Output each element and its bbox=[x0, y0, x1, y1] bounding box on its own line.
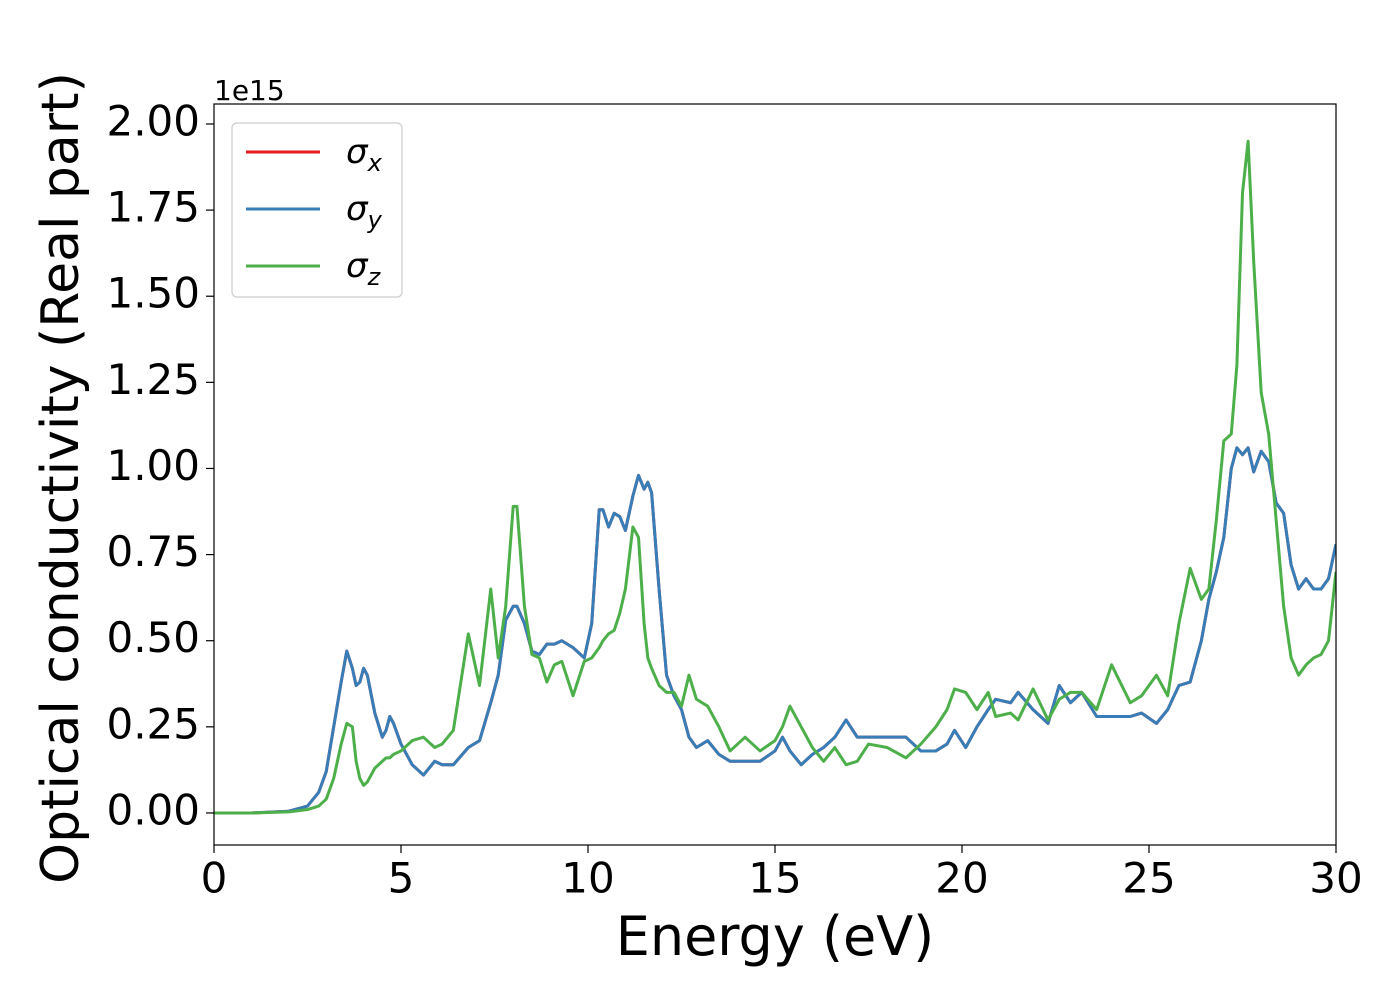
y-axis-label: Optical conductivity (Real part) bbox=[31, 72, 91, 884]
y-tick-label: 1.75 bbox=[106, 183, 200, 232]
x-axis-label: Energy (eV) bbox=[616, 905, 935, 968]
y-offset-label: 1e15 bbox=[214, 74, 285, 107]
x-tick-label: 10 bbox=[561, 854, 614, 903]
x-tick-label: 15 bbox=[748, 854, 801, 903]
plot-area bbox=[214, 139, 1336, 815]
y-tick-label: 1.00 bbox=[106, 441, 200, 490]
y-tick-label: 0.75 bbox=[106, 527, 200, 576]
y-tick-label: 2.00 bbox=[106, 96, 200, 145]
y-tick-label: 0.50 bbox=[106, 613, 200, 662]
series-line bbox=[214, 446, 1336, 815]
y-tick-label: 1.50 bbox=[106, 269, 200, 318]
legend-label: σy bbox=[346, 189, 383, 234]
legend: σx σy σz bbox=[231, 122, 403, 298]
y-tick-label: 1.25 bbox=[106, 355, 200, 404]
series-line bbox=[214, 139, 1336, 815]
x-tick-label: 0 bbox=[201, 854, 228, 903]
x-tick-label: 5 bbox=[388, 854, 415, 903]
y-tick-label: 0.25 bbox=[106, 699, 200, 748]
x-tick-label: 30 bbox=[1309, 854, 1362, 903]
x-tick-label: 20 bbox=[935, 854, 988, 903]
legend-label: σz bbox=[346, 246, 382, 291]
legend-label: σx bbox=[346, 132, 383, 177]
y-tick-label: 0.00 bbox=[106, 785, 200, 834]
series-line bbox=[214, 446, 1336, 815]
x-tick-label: 25 bbox=[1122, 854, 1175, 903]
